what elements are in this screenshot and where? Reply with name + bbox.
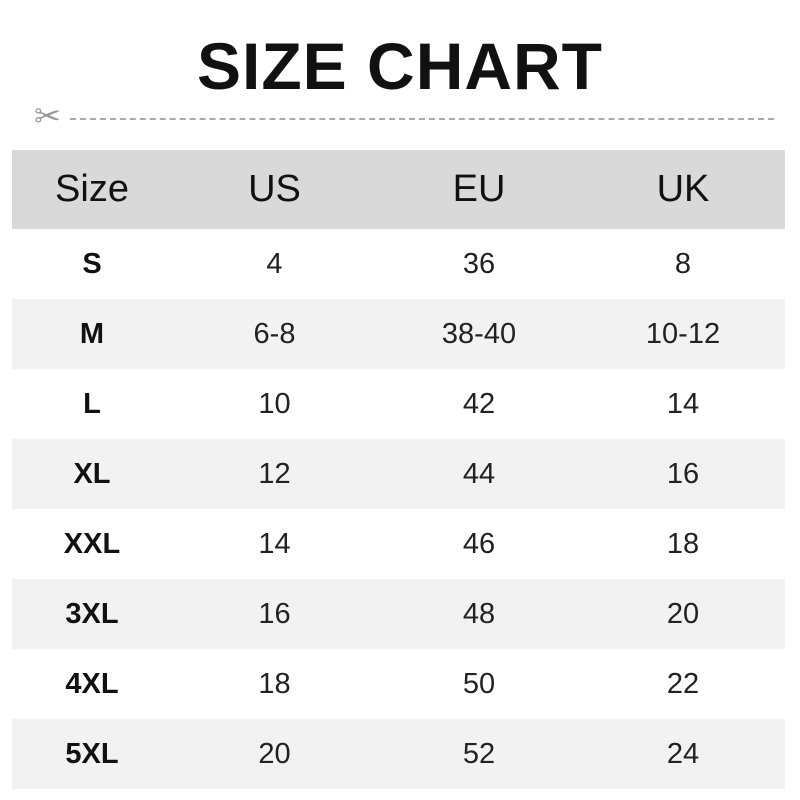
value-cell: 46 <box>462 527 496 560</box>
size-cell: 3XL <box>65 597 119 630</box>
table-row: S 4 36 8 <box>12 229 785 299</box>
value-cell: 36 <box>462 247 496 280</box>
value-cell: 20 <box>666 597 700 630</box>
size-cell: 4XL <box>65 667 119 700</box>
value-cell: 18 <box>258 667 291 700</box>
table-row: 3XL 16 48 20 <box>12 579 785 649</box>
size-cell: 5XL <box>65 737 119 770</box>
value-cell: 52 <box>462 737 496 770</box>
dashed-divider <box>70 118 774 120</box>
size-cell: L <box>83 387 101 420</box>
value-cell: 14 <box>258 527 291 560</box>
scissors-icon: ✂ <box>34 98 61 134</box>
table-row: M 6-8 38-40 10-12 <box>12 299 785 369</box>
table-row: L 10 42 14 <box>12 369 785 439</box>
value-cell: 44 <box>462 457 496 490</box>
column-header: UK <box>656 168 710 210</box>
value-cell: 10 <box>258 387 291 420</box>
value-cell: 20 <box>258 737 291 770</box>
value-cell: 12 <box>258 457 291 490</box>
size-table: Size US EU UK S 4 36 8 M 6-8 38-40 10-12 L 10 42 14 XL 1… <box>12 150 785 789</box>
table-row: 5XL 20 52 24 <box>12 719 785 789</box>
column-header: Size <box>55 168 129 210</box>
value-cell: 4 <box>266 247 283 280</box>
value-cell: 6-8 <box>253 317 296 350</box>
value-cell: 16 <box>258 597 291 630</box>
size-cell: M <box>79 317 105 350</box>
value-cell: 48 <box>462 597 496 630</box>
table-row: XXL 14 46 18 <box>12 509 785 579</box>
value-cell: 42 <box>462 387 496 420</box>
table-row: XL 12 44 16 <box>12 439 785 509</box>
size-cell: XL <box>73 457 111 490</box>
value-cell: 10-12 <box>645 317 721 350</box>
table-row: 4XL 18 50 22 <box>12 649 785 719</box>
size-cell: S <box>82 247 102 280</box>
value-cell: 50 <box>462 667 496 700</box>
value-cell: 24 <box>666 737 700 770</box>
header-row: Size US EU UK <box>12 150 785 229</box>
value-cell: 22 <box>666 667 700 700</box>
column-header: EU <box>452 168 506 210</box>
value-cell: 18 <box>666 527 700 560</box>
value-cell: 8 <box>674 247 692 280</box>
size-cell: XXL <box>63 527 121 560</box>
value-cell: 38-40 <box>441 317 517 350</box>
column-header: US <box>248 168 301 210</box>
page-title: SIZE CHART <box>197 29 603 103</box>
value-cell: 14 <box>666 387 700 420</box>
cut-line: ✂ <box>34 100 774 132</box>
value-cell: 16 <box>666 457 700 490</box>
